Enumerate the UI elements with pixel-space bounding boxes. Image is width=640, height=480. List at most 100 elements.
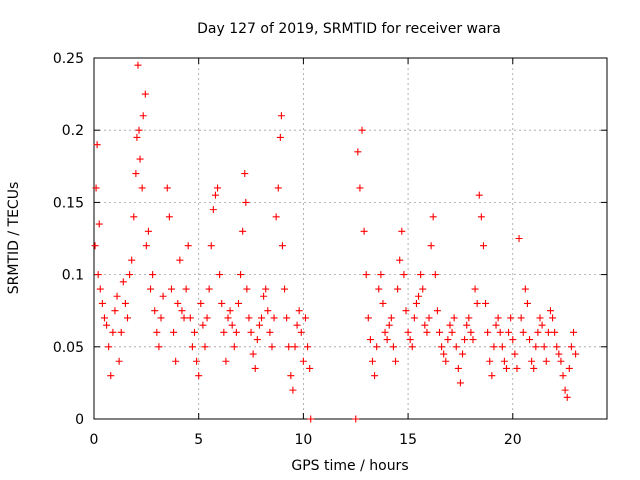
data-point	[565, 364, 573, 372]
data-point	[352, 415, 360, 423]
data-point	[230, 343, 238, 351]
data-point	[469, 336, 477, 344]
data-point	[444, 336, 452, 344]
data-point	[532, 343, 540, 351]
data-point	[423, 328, 431, 336]
data-point	[475, 191, 483, 199]
data-point	[205, 285, 213, 293]
data-point	[557, 357, 565, 365]
data-point	[498, 343, 506, 351]
data-point	[126, 271, 134, 279]
data-point	[540, 343, 548, 351]
data-point	[132, 170, 140, 178]
y-tick-label: 0.25	[53, 51, 84, 67]
data-point	[368, 357, 376, 365]
y-axis-label: SRMTID / TECUs	[6, 182, 22, 295]
data-point	[163, 184, 171, 192]
data-point	[446, 321, 454, 329]
data-point	[136, 155, 144, 163]
data-point	[373, 343, 381, 351]
data-point	[394, 285, 402, 293]
data-point	[456, 379, 464, 387]
data-point	[511, 350, 519, 358]
data-point	[180, 314, 188, 322]
data-point	[513, 364, 521, 372]
data-point	[170, 328, 178, 336]
data-point	[96, 285, 104, 293]
data-point	[398, 227, 406, 235]
data-point	[113, 292, 121, 300]
x-tick-label: 0	[90, 432, 99, 448]
data-point	[567, 343, 575, 351]
data-point	[224, 314, 232, 322]
chart-title: Day 127 of 2019, SRMTID for receiver war…	[197, 21, 501, 37]
data-point	[184, 242, 192, 250]
data-point	[307, 415, 315, 423]
data-point	[119, 278, 127, 286]
data-point	[379, 299, 387, 307]
data-point	[452, 343, 460, 351]
data-point	[364, 314, 372, 322]
data-point	[237, 271, 245, 279]
data-point	[435, 328, 443, 336]
data-point	[216, 271, 224, 279]
data-point	[214, 184, 222, 192]
data-point	[98, 299, 106, 307]
data-point	[304, 343, 312, 351]
data-point	[278, 242, 286, 250]
data-point	[433, 307, 441, 315]
data-point	[138, 184, 146, 192]
x-tick-label: 15	[399, 432, 417, 448]
data-point	[404, 328, 412, 336]
data-point	[100, 314, 108, 322]
data-point	[291, 343, 299, 351]
data-point	[559, 372, 567, 380]
data-point	[507, 314, 515, 322]
data-point	[366, 336, 374, 344]
data-point	[377, 271, 385, 279]
data-point	[220, 328, 228, 336]
data-point	[139, 112, 147, 120]
data-point	[93, 141, 101, 149]
data-point	[549, 314, 557, 322]
data-point	[421, 321, 429, 329]
data-point	[442, 357, 450, 365]
data-point	[526, 336, 534, 344]
data-point	[471, 285, 479, 293]
data-point	[358, 126, 366, 134]
data-point	[95, 220, 103, 228]
data-point	[387, 314, 395, 322]
data-point	[389, 343, 397, 351]
data-point	[459, 350, 467, 358]
data-point	[354, 148, 362, 156]
grid-lines	[94, 58, 607, 419]
data-points	[91, 61, 580, 423]
data-point	[492, 321, 500, 329]
x-axis-label: GPS time / hours	[291, 458, 408, 474]
data-point	[211, 191, 219, 199]
data-point	[402, 307, 410, 315]
data-point	[479, 242, 487, 250]
y-tick-label: 0	[75, 412, 84, 428]
x-tick-label: 5	[194, 432, 203, 448]
data-point	[268, 343, 276, 351]
data-point	[249, 350, 257, 358]
data-point	[297, 328, 305, 336]
data-point	[283, 314, 291, 322]
data-point	[174, 299, 182, 307]
data-point	[276, 133, 284, 141]
data-point	[92, 184, 100, 192]
data-point	[167, 285, 175, 293]
data-point	[293, 321, 301, 329]
data-point	[440, 350, 448, 358]
data-point	[301, 314, 309, 322]
data-point	[103, 321, 111, 329]
data-point	[134, 61, 142, 69]
data-point	[496, 328, 504, 336]
data-point	[195, 372, 203, 380]
data-point	[438, 343, 446, 351]
data-point	[381, 328, 389, 336]
data-point	[186, 314, 194, 322]
data-point	[188, 343, 196, 351]
data-point	[392, 357, 400, 365]
